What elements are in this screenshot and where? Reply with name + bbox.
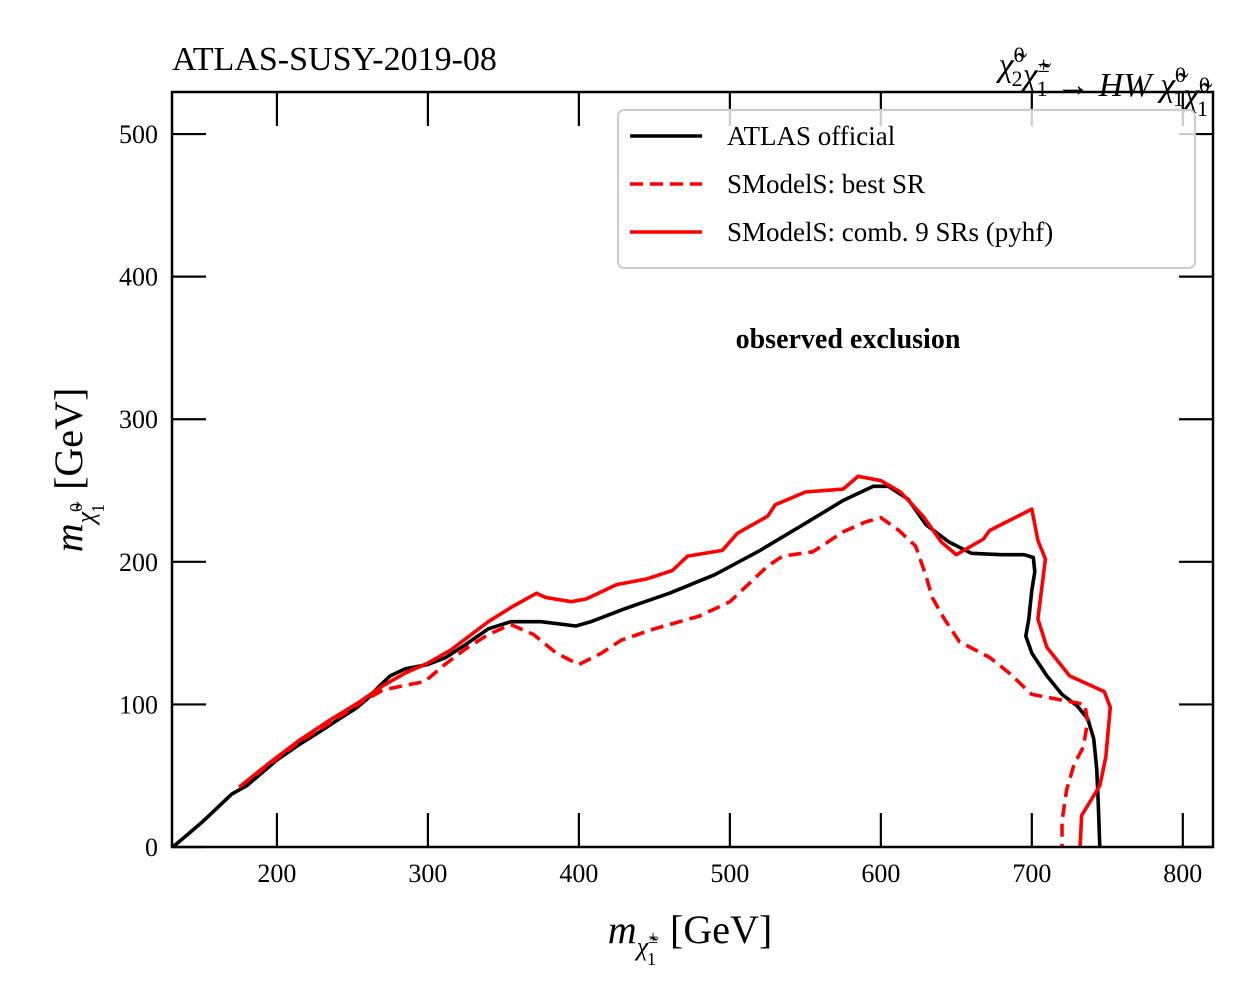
x-tick-label-800: 800 [1163, 859, 1202, 888]
annotation-observed-exclusion: observed exclusion [736, 324, 961, 355]
series-line-3 [238, 474, 1113, 848]
legend-box [617, 109, 1196, 269]
y-axis-label: mχ̃0 1[GeV] [46, 388, 108, 553]
x-tick-label-400: 400 [559, 859, 598, 888]
y-tick-label-100: 100 [119, 690, 158, 719]
x-tick-label-300: 300 [408, 859, 447, 888]
series-line-1 [171, 484, 1102, 849]
legend: ATLAS official SModelS: best SR SModelS: c… [617, 109, 1196, 269]
tick-labels: 200 300 400 500 600 700 800 0 100 200 300 400 500 [119, 120, 1202, 888]
svg-text:mχ̃±1[GeV]: mχ̃± 1[GeV] [608, 907, 772, 969]
series-line-2 [238, 515, 1090, 847]
x-tick-label-600: 600 [861, 859, 900, 888]
series-layer [171, 474, 1113, 849]
svg-text:mχ̃01[GeV]: mχ̃0 1[GeV] [46, 388, 108, 553]
legend-label-1: ATLAS official [727, 121, 895, 151]
legend-label-3: SModelS: comb. 9 SRs (pyhf) [727, 217, 1053, 247]
ticks-layer [172, 92, 1213, 849]
x-tick-label-700: 700 [1012, 859, 1051, 888]
svg-text:χ̃02χ̃±1 → HW χ̃01χ̃01: χ̃0 2χ̃± 1 → HW χ̃0 1χ̃0 1 [996, 42, 1213, 121]
legend-label-2: SModelS: best SR [727, 169, 925, 199]
plot-frame [170, 90, 1215, 849]
x-tick-label-500: 500 [710, 859, 749, 888]
y-tick-label-500: 500 [119, 120, 158, 149]
y-tick-label-200: 200 [119, 548, 158, 577]
x-tick-label-200: 200 [257, 859, 296, 888]
x-axis-label: mχ̃± 1[GeV] [608, 907, 772, 969]
chart-title-left: ATLAS-SUSY-2019-08 [172, 41, 497, 78]
y-tick-label-300: 300 [119, 405, 158, 434]
chart-title-right: χ̃0 2χ̃± 1 → HW χ̃0 1χ̃0 1 [996, 42, 1213, 121]
y-tick-label-400: 400 [119, 263, 158, 292]
y-tick-label-0: 0 [145, 833, 158, 862]
